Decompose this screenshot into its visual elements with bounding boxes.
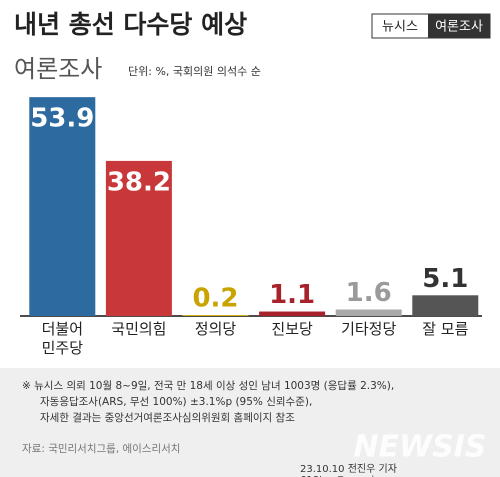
chart-subtitle: 여론조사 [14, 55, 102, 83]
value-label: 38.2 [107, 167, 171, 197]
x-tick-label: 진보당 [271, 320, 313, 338]
note-line: 자세한 결과는 중앙선거여론조사심의위원회 홈페이지 참조 [40, 412, 295, 424]
bar [182, 315, 249, 316]
note-line: 자동응답조사(ARS, 무선 100%) ±3.1%p (95% 신뢰수준), [40, 396, 313, 408]
chart-title: 내년 총선 다수당 예상 [14, 10, 247, 39]
value-label: 5.1 [422, 264, 468, 294]
badge-label: 여론조사 [435, 20, 483, 35]
bar [105, 160, 172, 316]
unit-note: 단위: %, 국회의원 의석수 순 [128, 65, 261, 78]
x-tick-label: 국민의힘 [111, 320, 167, 338]
value-label: 1.1 [269, 280, 315, 310]
bar [335, 309, 402, 316]
value-label: 0.2 [192, 284, 238, 314]
badge-fill [428, 14, 490, 38]
bar [29, 97, 96, 316]
bar [412, 295, 479, 316]
value-label: 53.9 [30, 104, 94, 134]
x-tick-label: 잘 모름 [422, 320, 469, 338]
source: 자료: 국민리서치그룹, 에이스리서치 [22, 443, 181, 455]
value-label: 1.6 [346, 278, 392, 308]
x-tick-label: 정의당 [194, 320, 237, 338]
note-line: ※ 뉴시스 의뢰 10월 8~9일, 전국 만 18세 이상 성인 남녀 100… [22, 380, 395, 392]
x-tick-label: 기타정당 [341, 320, 397, 338]
bar [259, 311, 326, 316]
watermark: NEWSIS [353, 430, 486, 465]
badge-brand: 뉴시스 [382, 20, 418, 35]
notes-background [0, 368, 500, 477]
x-tick-label: 더불어 민주당 [41, 320, 83, 357]
credit: 23.10.10 전진우 기자 618tue@newsis.com [300, 464, 404, 477]
